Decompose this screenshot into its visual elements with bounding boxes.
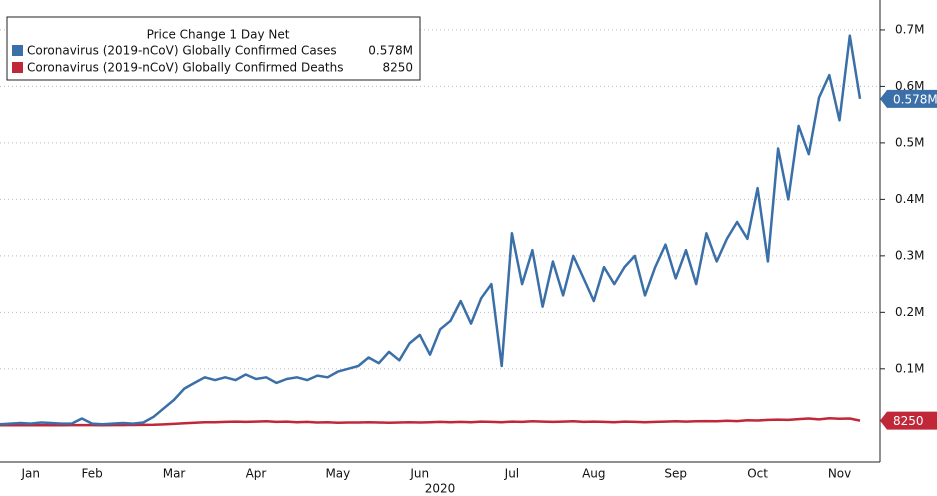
x-tick-label: Jul (504, 467, 519, 481)
x-tick-label: Aug (582, 467, 605, 481)
line-series (0, 416, 861, 427)
end-tag-label: 8250 (893, 414, 924, 428)
x-axis-label: 2020 (425, 482, 456, 496)
x-tick-label: Jun (409, 467, 429, 481)
legend-box (6, 16, 421, 81)
x-tick-label: Sep (664, 467, 687, 481)
legend-swatch (12, 45, 23, 56)
legend-label: Coronavirus (2019-nCoV) Globally Confirm… (27, 44, 337, 58)
x-tick-label: Apr (246, 467, 267, 481)
x-tick-label: Feb (82, 467, 103, 481)
x-tick-label: Nov (828, 467, 851, 481)
y-tick-label: 0.4M (895, 192, 924, 206)
x-tick-label: May (325, 467, 350, 481)
legend-value: 0.578M (368, 44, 413, 58)
line-series (0, 34, 862, 426)
x-tick-label: Mar (163, 467, 186, 481)
end-tag-label: 0.578M (893, 92, 937, 106)
y-tick-label: 0.1M (895, 361, 924, 375)
legend-swatch (12, 62, 23, 73)
legend-value: 8250 (382, 61, 413, 75)
y-tick-label: 0.3M (895, 248, 924, 262)
y-tick-label: 0.2M (895, 305, 924, 319)
legend-label: Coronavirus (2019-nCoV) Globally Confirm… (27, 61, 344, 75)
end-tag (880, 411, 937, 430)
x-tick-label: Oct (747, 467, 768, 481)
legend-title: Price Change 1 Day Net (147, 28, 290, 42)
y-tick-label: 0.7M (895, 22, 924, 36)
x-tick-label: Jan (20, 467, 40, 481)
end-tag (880, 89, 937, 108)
y-tick-label: 0.5M (895, 135, 924, 149)
y-tick-label: 0.6M (895, 79, 924, 93)
